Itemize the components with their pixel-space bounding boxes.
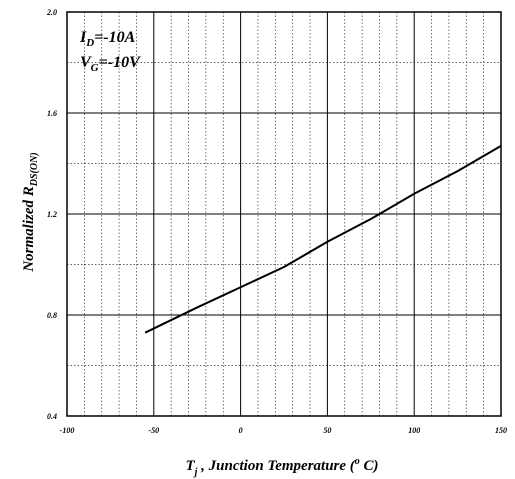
annotation-current-main: I xyxy=(79,29,87,46)
y-tick-label: 1.2 xyxy=(47,210,57,219)
y-axis-label: Normalized RDS(ON) xyxy=(21,152,40,272)
svg-text:ID=-10A: ID=-10A xyxy=(79,29,136,49)
x-axis-label-sub: j xyxy=(193,467,198,478)
annotation-voltage: VG=-10V xyxy=(80,54,141,74)
annotation-current-sub: D xyxy=(85,37,94,49)
x-axis-label-sup: o xyxy=(355,456,360,467)
annotation-voltage-main: V xyxy=(80,54,92,71)
x-tick-label: -50 xyxy=(148,426,159,435)
annotation-voltage-sub: G xyxy=(91,62,99,74)
y-tick-labels: 0.4 0.8 1.2 1.6 2.0 xyxy=(46,8,57,421)
series-layer xyxy=(144,144,502,334)
x-tick-labels: -100 -50 0 50 100 150 xyxy=(60,426,507,435)
series-line xyxy=(144,144,502,334)
svg-text:VG=-10V: VG=-10V xyxy=(80,54,141,74)
x-tick-label: 0 xyxy=(239,426,243,435)
y-tick-label: 1.6 xyxy=(47,109,57,118)
y-tick-label: 0.8 xyxy=(47,311,57,320)
y-axis-label-sub: DS(ON) xyxy=(29,152,40,187)
annotation-voltage-rest: =-10V xyxy=(99,54,141,71)
x-axis-label-rest: , Junction Temperature ( xyxy=(197,458,355,474)
y-tick-label: 2.0 xyxy=(46,8,57,17)
y-tick-label: 0.4 xyxy=(47,412,57,421)
x-axis-label-main: T xyxy=(185,458,195,474)
x-tick-label: 50 xyxy=(323,426,331,435)
annotation-current: ID=-10A xyxy=(79,29,136,49)
minor-grid xyxy=(67,12,501,416)
y-axis-label-main: Normalized R xyxy=(21,186,37,272)
x-tick-label: 100 xyxy=(408,426,420,435)
major-grid xyxy=(67,12,501,416)
annotation-current-rest: =-10A xyxy=(94,29,135,46)
x-axis-label-end: C) xyxy=(360,458,379,474)
x-axis-label: Tj , Junction Temperature (o C) xyxy=(185,456,378,478)
x-tick-label: -100 xyxy=(60,426,75,435)
plot-frame xyxy=(66,11,502,417)
x-tick-label: 150 xyxy=(495,426,507,435)
